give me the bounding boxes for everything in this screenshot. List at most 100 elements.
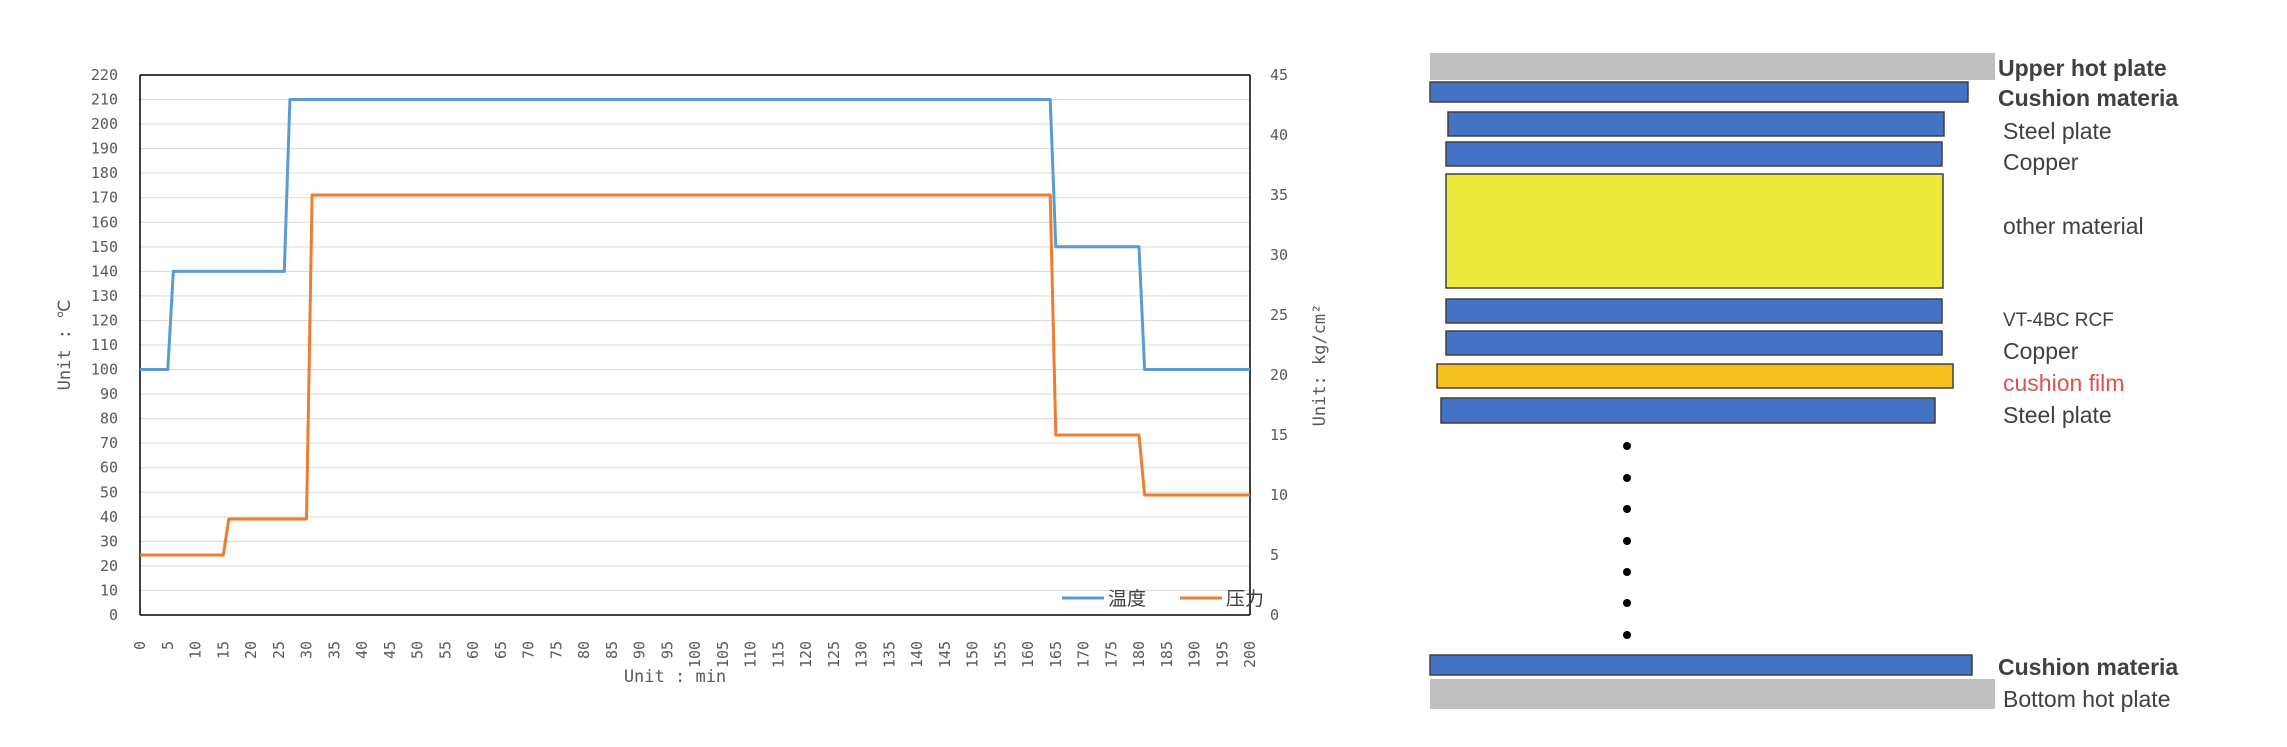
series-line-1	[140, 98, 1250, 371]
x-tick-label: 50	[409, 641, 427, 659]
layer-label: Bottom hot plate	[2003, 686, 2171, 712]
x-tick-label: 140	[908, 641, 926, 668]
y2-tick-label: 20	[1270, 366, 1288, 384]
x-tick-label: 110	[742, 641, 760, 668]
x-tick-label: 145	[936, 641, 954, 668]
layer-rect	[1445, 141, 1943, 167]
layer-label: Cushion materia	[1998, 654, 2178, 680]
layer-label: Steel plate	[2003, 118, 2112, 144]
layer-rect	[1447, 111, 1945, 137]
y-tick-label: 80	[100, 410, 118, 428]
x-tick-label: 85	[603, 641, 621, 659]
layer-label: Copper	[2003, 149, 2079, 175]
x-tick-label: 25	[270, 641, 288, 659]
layer-stack-diagram: Upper hot plate Cushion materia Steel plat…	[1429, 53, 2178, 712]
y-tick-label: 10	[100, 581, 118, 599]
y-tick-label: 90	[100, 385, 118, 403]
x-tick-label: 155	[991, 641, 1009, 668]
y-tick-label: 210	[91, 91, 118, 109]
layer-rect	[1440, 397, 1936, 424]
ellipsis-dot	[1623, 442, 1631, 450]
y-tick-label: 0	[109, 606, 118, 624]
ellipsis-dot	[1623, 537, 1631, 545]
x-tick-label: 200	[1241, 641, 1259, 668]
y-tick-label: 200	[91, 115, 118, 133]
x-tick-label: 70	[520, 641, 538, 659]
layer-label: cushion film	[2003, 370, 2124, 396]
y-tick-label: 170	[91, 189, 118, 207]
y2-tick-label: 40	[1270, 126, 1288, 144]
x-tick-label: 60	[464, 641, 482, 659]
x-tick-label: 55	[436, 641, 454, 659]
x-tick-label: 40	[353, 641, 371, 659]
layer-rect	[1445, 173, 1944, 289]
x-tick-label: 125	[825, 641, 843, 668]
series-line-2	[140, 193, 1250, 557]
y2-tick-label: 45	[1270, 66, 1288, 84]
x-tick-label: 135	[880, 641, 898, 668]
y-tick-label: 40	[100, 508, 118, 526]
y2-tick-label: 10	[1270, 486, 1288, 504]
y2-tick-label: 35	[1270, 186, 1288, 204]
x-axis-title: Unit : min	[624, 667, 726, 687]
y-tick-label: 180	[91, 164, 118, 182]
layer-rect	[1430, 53, 1995, 80]
line-chart: 0102030405060708090100110120130140150160…	[55, 66, 1330, 687]
x-tick-label: 175	[1102, 641, 1120, 668]
y-tick-label: 60	[100, 459, 118, 477]
x-tick-label: 20	[242, 641, 260, 659]
layer-label: Copper	[2003, 338, 2079, 364]
x-tick-label: 75	[547, 641, 565, 659]
x-tick-label: 115	[769, 641, 787, 668]
layer-rect	[1445, 298, 1943, 324]
ellipsis-dot	[1623, 599, 1631, 607]
y-tick-label: 30	[100, 532, 118, 550]
x-tick-label: 180	[1130, 641, 1148, 668]
ellipsis-dot	[1623, 474, 1631, 482]
y-tick-label: 50	[100, 483, 118, 501]
layer-rect	[1445, 330, 1943, 356]
x-tick-label: 100	[686, 641, 704, 668]
y-tick-label: 110	[91, 336, 118, 354]
y-tick-label: 100	[91, 361, 118, 379]
ellipsis-dot	[1623, 568, 1631, 576]
x-tick-label: 120	[797, 641, 815, 668]
x-tick-label: 160	[1019, 641, 1037, 668]
layer-rect	[1429, 81, 1969, 103]
ellipsis-dot	[1623, 505, 1631, 513]
ellipsis-dot	[1623, 631, 1631, 639]
y2-tick-label: 0	[1270, 606, 1279, 624]
layer-rect	[1430, 679, 1995, 709]
layer-label: other material	[2003, 213, 2144, 239]
y2-axis-title: Unit: kg/cm²	[1310, 304, 1330, 427]
x-tick-label: 150	[964, 641, 982, 668]
y-tick-label: 190	[91, 140, 118, 158]
x-tick-label: 30	[298, 641, 316, 659]
x-tick-label: 195	[1213, 641, 1231, 668]
y2-tick-label: 5	[1270, 546, 1279, 564]
y-tick-label: 150	[91, 238, 118, 256]
layer-label: Steel plate	[2003, 402, 2112, 428]
x-tick-label: 185	[1158, 641, 1176, 668]
x-tick-label: 130	[853, 641, 871, 668]
x-tick-label: 15	[214, 641, 232, 659]
y-tick-label: 20	[100, 557, 118, 575]
layer-label: VT-4BC RCF	[2003, 310, 2114, 331]
y-axis-title: Unit : ℃	[55, 300, 75, 391]
y-tick-label: 220	[91, 66, 118, 84]
y-tick-label: 140	[91, 262, 118, 280]
x-tick-label: 45	[381, 641, 399, 659]
x-tick-label: 165	[1047, 641, 1065, 668]
x-tick-label: 35	[325, 641, 343, 659]
x-tick-label: 170	[1075, 641, 1093, 668]
x-tick-label: 0	[131, 641, 149, 650]
y2-tick-label: 25	[1270, 306, 1288, 324]
y2-tick-label: 15	[1270, 426, 1288, 444]
x-tick-label: 10	[187, 641, 205, 659]
legend-label: 压力	[1226, 588, 1264, 610]
x-tick-label: 190	[1186, 641, 1204, 668]
legend-label: 温度	[1108, 588, 1146, 610]
y-tick-label: 160	[91, 213, 118, 231]
y-tick-label: 130	[91, 287, 118, 305]
